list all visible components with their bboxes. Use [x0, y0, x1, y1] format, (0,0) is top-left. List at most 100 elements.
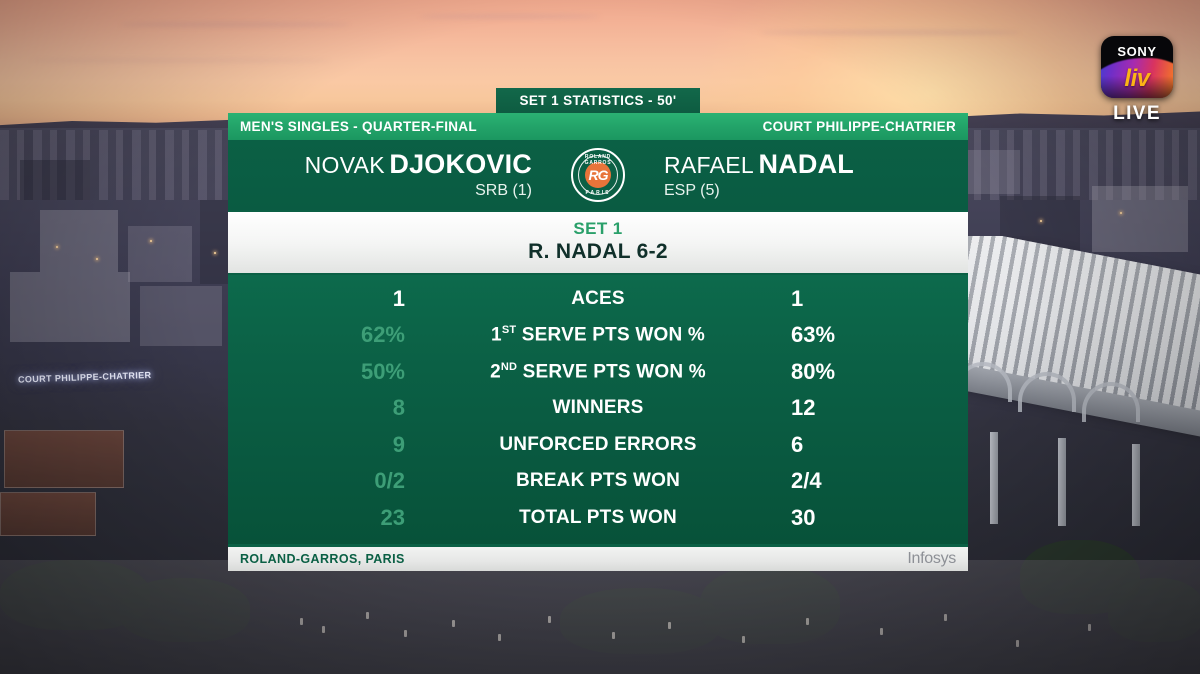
- city-light: [214, 252, 216, 254]
- support-pillar: [1132, 444, 1140, 526]
- roof-arch: [1018, 372, 1076, 412]
- stat-value-left: 0/2: [374, 468, 405, 494]
- players-row: NOVAK DJOKOVIC SRB (1) ROLAND GARROS RG …: [228, 140, 968, 210]
- stat-label: TOTAL PTS WON: [519, 506, 677, 528]
- statistics-rows: 1 ACES 1 62% 1ST SERVE PTS WON % 63% 50% 2ND SE…: [228, 274, 968, 545]
- stat-value-left: 1: [392, 285, 405, 311]
- crowd-person: [498, 634, 501, 641]
- stat-row: 1 ACES 1: [228, 281, 968, 318]
- city-light: [96, 258, 98, 260]
- crowd-person: [404, 630, 407, 637]
- building-block: [40, 210, 118, 272]
- stat-value-right: 80%: [791, 358, 836, 384]
- sponsor-logo: Infosys: [907, 550, 956, 568]
- crowd-person: [742, 636, 745, 643]
- stat-label-ordinal: ND: [500, 360, 518, 373]
- score-band: SET 1 R. NADAL 6-2: [228, 210, 968, 275]
- player-left-first: NOVAK: [304, 152, 385, 179]
- player-right-name: RAFAEL NADAL: [664, 150, 954, 178]
- support-pillar: [990, 432, 998, 524]
- logo-arc-bottom: PARIS: [585, 190, 611, 196]
- city-light: [56, 246, 58, 248]
- roof-arch: [1082, 382, 1140, 422]
- logo-arc-top: ROLAND GARROS: [584, 154, 612, 166]
- crowd-person: [322, 626, 325, 633]
- stadium-roof: [946, 236, 1200, 526]
- building-block: [128, 226, 192, 282]
- broadcaster-bug: SONY liv LIVE: [1091, 36, 1183, 125]
- practice-court: [0, 492, 96, 536]
- sonyliv-logo-icon: SONY liv: [1101, 36, 1173, 98]
- stat-value-left: 50%: [360, 358, 405, 384]
- stat-label: UNFORCED ERRORS: [499, 433, 697, 455]
- stat-row: 23 TOTAL PTS WON 30: [228, 500, 968, 537]
- crowd-person: [944, 614, 947, 621]
- stat-label: BREAK PTS WON: [515, 470, 681, 492]
- stat-label: 1ST SERVE PTS WON %: [491, 324, 705, 346]
- crowd-person: [366, 612, 369, 619]
- building-block: [20, 160, 90, 200]
- player-left-last: DJOKOVIC: [389, 149, 532, 180]
- stat-label: 2ND SERVE PTS WON %: [490, 360, 706, 383]
- stat-value-right: 12: [791, 395, 816, 421]
- player-left: NOVAK DJOKOVIC SRB (1): [228, 150, 598, 199]
- set-result: R. NADAL 6-2: [528, 239, 668, 263]
- venue-label: ROLAND-GARROS, PARIS: [240, 552, 405, 567]
- crowd-person: [668, 622, 671, 629]
- support-pillar: [1058, 438, 1066, 526]
- player-left-seed: SRB (1): [475, 181, 532, 199]
- overlay-footer: ROLAND-GARROS, PARIS Infosys: [228, 544, 968, 572]
- crowd-person: [548, 616, 551, 623]
- stat-value-right: 2/4: [791, 468, 822, 494]
- set-label: SET 1: [573, 219, 623, 238]
- stat-row: 8 WINNERS 12: [228, 390, 968, 427]
- live-badge: LIVE: [1113, 103, 1161, 124]
- roland-garros-logo-icon: ROLAND GARROS RG PARIS: [571, 148, 625, 202]
- stat-row: 62% 1ST SERVE PTS WON % 63%: [228, 317, 968, 354]
- match-statistics-overlay: SET 1 STATISTICS - 50' MEN'S SINGLES - Q…: [228, 88, 968, 572]
- logo-monogram: RG: [585, 162, 611, 188]
- building-block: [10, 272, 130, 342]
- sonyliv-swoosh-shade: [1101, 76, 1173, 98]
- city-light: [150, 240, 152, 242]
- match-header-bar: MEN'S SINGLES - QUARTER-FINAL COURT PHIL…: [228, 113, 968, 140]
- player-left-name: NOVAK DJOKOVIC: [242, 150, 532, 178]
- stat-value-right: 30: [791, 504, 816, 530]
- crowd-person: [806, 618, 809, 625]
- stat-value-right: 63%: [791, 322, 836, 348]
- city-light: [1120, 212, 1122, 214]
- stat-value-left: 23: [380, 504, 405, 530]
- stat-label: WINNERS: [552, 397, 644, 419]
- cloud-streak: [120, 22, 350, 27]
- crowd-person: [1016, 640, 1019, 647]
- cloud-streak: [30, 58, 330, 63]
- stats-tab-title: SET 1 STATISTICS - 50': [496, 88, 700, 113]
- crowd-person: [452, 620, 455, 627]
- event-round-label: MEN'S SINGLES - QUARTER-FINAL: [240, 119, 477, 134]
- court-name-label: COURT PHILIPPE-CHATRIER: [762, 119, 956, 134]
- crowd-person: [612, 632, 615, 639]
- logo-inner-ring: RG: [578, 155, 618, 195]
- player-right-last: NADAL: [758, 149, 854, 180]
- city-light: [1040, 220, 1042, 222]
- player-right-first: RAFAEL: [664, 152, 755, 179]
- player-right: RAFAEL NADAL ESP (5): [598, 150, 968, 199]
- stat-row: 0/2 BREAK PTS WON 2/4: [228, 463, 968, 500]
- stat-value-left: 8: [392, 395, 405, 421]
- sony-wordmark: SONY: [1117, 44, 1157, 59]
- practice-court: [4, 430, 124, 488]
- building-block: [140, 286, 222, 346]
- cloud-streak: [420, 14, 600, 19]
- building-block: [1092, 186, 1188, 252]
- cloud-streak: [760, 30, 1020, 35]
- crowd-person: [880, 628, 883, 635]
- liv-wordmark: liv: [1124, 65, 1150, 92]
- building-block: [960, 150, 1020, 194]
- player-right-seed: ESP (5): [664, 181, 720, 199]
- stat-value-right: 6: [791, 431, 804, 457]
- crowd-person: [300, 618, 303, 625]
- stat-label-ordinal: ST: [501, 324, 517, 337]
- stat-value-left: 9: [392, 431, 405, 457]
- crowd-person: [1088, 624, 1091, 631]
- stat-row: 9 UNFORCED ERRORS 6: [228, 427, 968, 464]
